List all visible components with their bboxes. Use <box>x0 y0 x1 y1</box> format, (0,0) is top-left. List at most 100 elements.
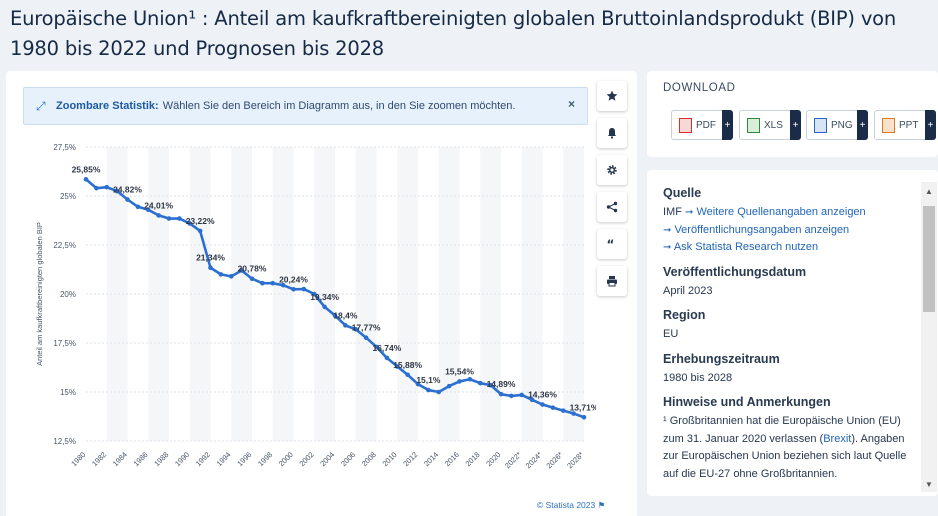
grid-band <box>521 147 543 441</box>
x-tick-label: 2004 <box>318 450 336 468</box>
x-tick-label: 1982 <box>90 450 108 468</box>
data-point <box>291 286 296 292</box>
x-tick-label: 2022* <box>503 450 523 470</box>
grid-band <box>314 147 335 441</box>
data-point <box>249 276 255 282</box>
xls-file-icon <box>747 117 760 133</box>
bell-icon <box>608 128 616 139</box>
y-tick-label: 20% <box>60 290 76 299</box>
publication-date: April 2023 <box>663 284 713 297</box>
scroll-down-icon[interactable]: ▼ <box>925 480 933 489</box>
notes-text-part1: ¹ Großbritannien hat die Europäische Uni… <box>663 415 901 445</box>
download-pdf-button[interactable]: PDF + <box>671 110 733 140</box>
y-tick-label: 15% <box>60 388 76 397</box>
brexit-link[interactable]: Brexit <box>823 432 852 445</box>
star-button[interactable] <box>597 81 627 111</box>
zoom-text: Wählen Sie den Bereich im Diagramm aus, … <box>162 100 516 112</box>
arrow-right-icon: ➞ <box>663 242 672 253</box>
y-tick-label: 25% <box>60 192 76 201</box>
plus-icon: + <box>857 110 868 140</box>
x-tick-label: 2006 <box>339 450 357 468</box>
line-chart[interactable]: 12,5% 15% 17,5% 20% 22,5% 25% 27,5% Anteil am k… <box>6 131 596 491</box>
data-point <box>208 265 213 271</box>
grid-band <box>438 147 460 441</box>
publication-info-link[interactable]: Veröffentlichungsangaben anzeigen <box>674 223 850 236</box>
print-button[interactable] <box>597 266 627 296</box>
data-point <box>177 216 182 221</box>
more-sources-link[interactable]: Weitere Quellenangaben anzeigen <box>696 206 866 218</box>
data-point <box>363 335 369 341</box>
y-tick-label: 17,5% <box>53 339 76 348</box>
y-tick-label: 22,5% <box>53 241 76 250</box>
data-point <box>145 207 151 213</box>
y-tick-label: 12,5% <box>53 437 76 446</box>
copyright[interactable]: © Statista 2023 ⚑ <box>537 500 606 510</box>
ask-research-link[interactable]: Ask Statista Research nutzen <box>673 241 819 253</box>
close-icon[interactable]: × <box>567 97 575 111</box>
share-button[interactable] <box>597 192 627 222</box>
notification-button[interactable] <box>597 118 627 148</box>
download-xls-label: XLS <box>764 119 783 131</box>
data-point <box>83 177 89 182</box>
data-point <box>446 383 452 389</box>
zoom-label: Zoombare Statistik: <box>56 100 159 112</box>
data-point <box>260 280 265 286</box>
data-label: 15,1% <box>416 375 441 385</box>
plus-icon: + <box>925 110 936 140</box>
data-point <box>270 280 276 286</box>
x-tick-label: 1980 <box>69 450 87 468</box>
png-file-icon <box>814 117 827 133</box>
x-tick-label: 1994 <box>215 450 233 468</box>
pdf-file-icon <box>679 117 692 133</box>
data-point <box>581 414 587 420</box>
data-label: 24,01% <box>144 200 173 210</box>
data-point <box>156 213 161 218</box>
data-point <box>436 389 442 395</box>
svg-text:“: “ <box>607 238 615 250</box>
data-point <box>311 291 317 297</box>
data-point <box>332 313 338 318</box>
grid-band <box>106 147 128 441</box>
download-ppt-label: PPT <box>899 119 919 131</box>
cite-button[interactable]: “ <box>597 229 627 259</box>
arrow-right-icon: ➞ <box>685 207 694 218</box>
settings-button[interactable] <box>597 155 627 185</box>
scroll-up-icon[interactable]: ▲ <box>925 187 933 196</box>
x-tick-label: 2002 <box>298 450 316 468</box>
x-tick-label: 2014 <box>422 450 440 468</box>
data-point <box>104 184 110 190</box>
data-point <box>394 364 400 369</box>
zoom-notice: ⤢ Zoombare Statistik: Wählen Sie den Ber… <box>23 87 588 125</box>
data-label: 14,36% <box>528 390 557 400</box>
share-icon <box>606 201 618 213</box>
source-heading: Quelle <box>663 186 702 200</box>
data-point <box>415 381 421 387</box>
scroll-thumb[interactable] <box>923 206 935 312</box>
notes-text: ¹ Großbritannien hat die Europäische Uni… <box>663 413 921 483</box>
data-point <box>488 382 493 388</box>
arrow-right-icon: ➞ <box>663 224 672 236</box>
download-png-button[interactable]: PNG + <box>806 110 868 140</box>
data-point <box>519 392 525 398</box>
download-xls-button[interactable]: XLS + <box>739 110 801 140</box>
data-point <box>187 221 193 226</box>
data-point <box>498 391 504 397</box>
plus-icon: + <box>722 110 733 140</box>
info-scrollbar[interactable]: ▲ ▼ <box>921 182 937 492</box>
source-imf: IMF <box>663 206 682 218</box>
source-block: IMF ➞ Weitere Quellenangaben anzeigen ➞ … <box>663 204 921 257</box>
x-tick-label: 2000 <box>277 450 295 468</box>
y-tick-label: 27,5% <box>53 143 76 152</box>
download-ppt-button[interactable]: PPT + <box>874 110 936 140</box>
data-label: 14,89% <box>487 379 516 389</box>
notes-text-part2: ). Angaben zur Europäischen Union bezieh… <box>663 432 907 480</box>
data-point <box>560 408 566 413</box>
data-label: 17,77% <box>352 323 381 333</box>
data-label: 24,82% <box>113 185 142 195</box>
download-panel: DOWNLOAD PDF + XLS + PNG + PPT + <box>647 71 938 157</box>
data-label: 15,88% <box>393 360 422 370</box>
data-label: 16,74% <box>372 343 401 353</box>
gear-icon <box>607 165 617 175</box>
data-point <box>384 355 390 361</box>
data-point <box>540 402 545 407</box>
